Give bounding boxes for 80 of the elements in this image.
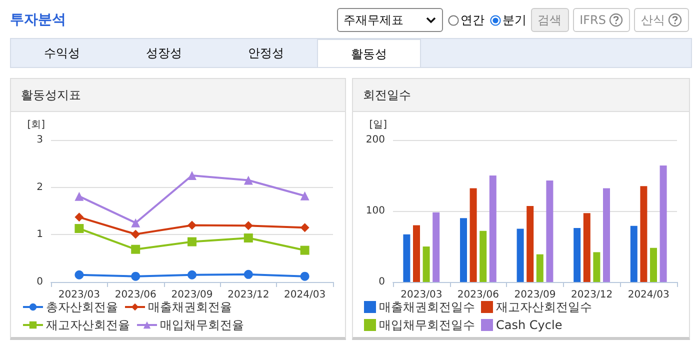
point: [188, 171, 196, 180]
point: [188, 237, 196, 246]
bar: [460, 218, 467, 282]
point: [300, 191, 310, 200]
y-tick-label: 1: [36, 229, 43, 240]
bar: [593, 252, 600, 282]
bar: [583, 213, 590, 282]
x-tick-label: 2023/03: [58, 290, 100, 300]
bar: [480, 230, 487, 282]
x-tick-label: 2024/03: [628, 290, 670, 300]
x-tick-label: 2023/12: [228, 290, 270, 300]
text: 분기: [502, 12, 527, 28]
category-label: 안정성: [247, 45, 285, 62]
x-tick-label: 2023/09: [514, 290, 556, 300]
x-tick-label: 2023/06: [114, 290, 156, 300]
category-label: 수익성: [43, 45, 81, 62]
point: [300, 272, 310, 281]
point: [74, 212, 84, 222]
point: [188, 220, 196, 230]
text: 투자분석: [10, 11, 66, 29]
chart-title: 회전일수: [353, 79, 689, 112]
text: 산식: [634, 8, 689, 32]
text: 연간: [460, 12, 485, 28]
y-tick-label: 2: [36, 182, 43, 193]
point: [244, 176, 253, 185]
legend-label: Cash Cycle: [496, 318, 562, 332]
x-tick-label: 2023/06: [457, 290, 499, 300]
y-axis-title: [회]: [27, 120, 46, 130]
bar: [660, 166, 667, 282]
point: [244, 221, 253, 230]
x-tick-label: 2023/12: [571, 290, 613, 300]
bar: [640, 186, 648, 282]
point: [244, 270, 253, 279]
text: 검색: [530, 8, 569, 32]
bar: [526, 206, 534, 282]
point: [74, 270, 84, 280]
y-tick-label: 0: [378, 276, 385, 288]
legend-label: 매입채무회전율: [160, 318, 244, 332]
point: [131, 218, 140, 228]
bar: [470, 188, 477, 282]
category-label: 활동성: [317, 39, 421, 67]
text: IFRS: [572, 8, 630, 32]
bar: [603, 188, 610, 282]
x-tick-label: 2024/03: [284, 290, 326, 300]
y-tick-label: 200: [366, 134, 385, 146]
category-label: 성장성: [145, 45, 183, 62]
bar: [546, 180, 554, 282]
bar: [489, 176, 496, 282]
bar: [432, 212, 440, 282]
point: [300, 223, 310, 232]
bar: [574, 228, 581, 282]
text: 주재무제표: [344, 12, 404, 28]
bar: [650, 248, 657, 282]
bar: [516, 228, 524, 282]
point: [131, 244, 140, 254]
legend-label: 매출채권회전일수: [379, 300, 475, 314]
bar: [422, 246, 430, 282]
bar: [630, 226, 638, 282]
y-axis-title: [일]: [369, 120, 388, 130]
legend-label: 재고자산회전일수: [496, 300, 592, 314]
point: [188, 270, 196, 280]
legend-label: 총자산회전율: [46, 300, 118, 314]
x-tick-label: 2023/09: [171, 290, 213, 300]
y-tick-label: 0: [36, 276, 43, 288]
chart-title: 활동성지표: [11, 79, 345, 112]
point: [300, 246, 310, 255]
point: [74, 192, 84, 201]
point: [131, 272, 140, 281]
bar: [413, 225, 420, 282]
y-tick-label: 100: [366, 206, 385, 216]
legend-label: 재고자산회전율: [46, 318, 130, 332]
point: [131, 230, 140, 239]
point: [74, 224, 84, 234]
y-tick-label: 3: [36, 134, 43, 146]
x-tick-label: 2023/03: [400, 290, 442, 300]
bar: [403, 234, 410, 282]
bar: [536, 254, 544, 282]
point: [244, 233, 253, 242]
legend-label: 매입채무회전일수: [379, 318, 475, 332]
legend-label: 매출채권회전율: [148, 300, 232, 314]
